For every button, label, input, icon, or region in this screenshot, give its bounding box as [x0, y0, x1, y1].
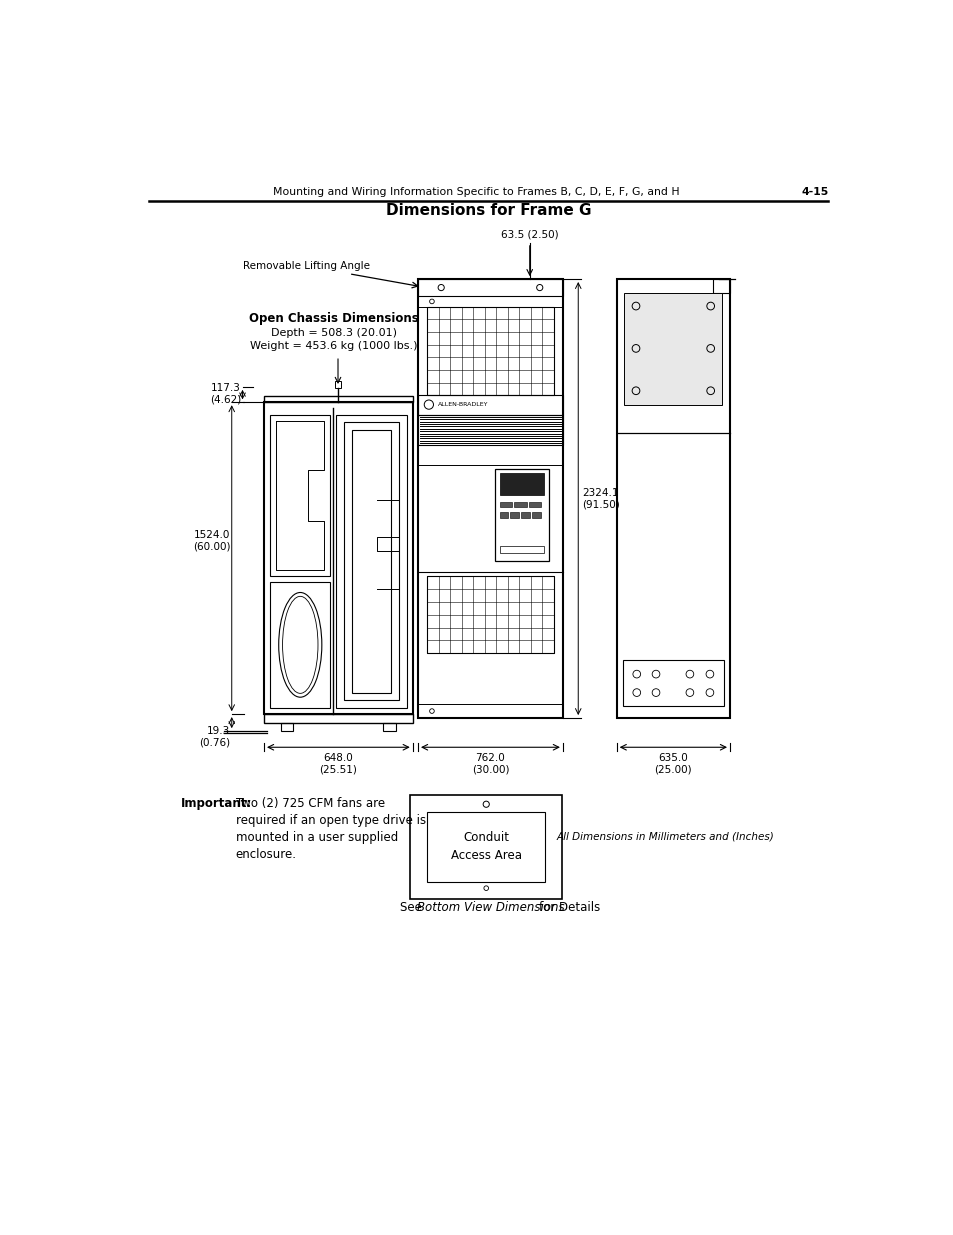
Bar [335, 380, 341, 389]
Bar [514, 501, 526, 508]
Text: Conduit
Access Area: Conduit Access Area [450, 831, 521, 862]
Bar [410, 795, 561, 899]
Bar [417, 415, 562, 446]
Bar [417, 279, 562, 718]
Bar [520, 513, 529, 517]
Text: Mounting and Wiring Information Specific to Frames B, C, D, E, F, G, and H: Mounting and Wiring Information Specific… [273, 186, 679, 196]
Bar [264, 396, 413, 403]
Bar [427, 306, 553, 395]
Bar [264, 714, 413, 724]
Bar [427, 577, 553, 653]
Text: Important:: Important: [181, 798, 252, 810]
Bar [499, 501, 512, 508]
Bar [417, 279, 562, 296]
Bar [528, 501, 540, 508]
Bar [499, 546, 544, 553]
Bar [270, 583, 330, 708]
Text: 63.5 (2.50): 63.5 (2.50) [500, 228, 558, 240]
Bar [499, 513, 508, 517]
Text: Dimensions for Frame G: Dimensions for Frame G [386, 203, 591, 217]
Text: 635.0
(25.00): 635.0 (25.00) [654, 752, 692, 774]
Text: Two (2) 725 CFM fans are
required if an open type drive is
mounted in a user sup: Two (2) 725 CFM fans are required if an … [235, 798, 425, 861]
Bar [270, 415, 330, 577]
Text: 19.3
(0.76): 19.3 (0.76) [199, 726, 230, 747]
Bar [417, 395, 562, 415]
Text: ALLEN-BRADLEY: ALLEN-BRADLEY [437, 403, 488, 408]
Bar [336, 415, 406, 708]
Text: 648.0
(25.51): 648.0 (25.51) [319, 752, 357, 774]
Text: Removable Lifting Angle: Removable Lifting Angle [243, 262, 370, 272]
Bar [712, 279, 729, 293]
Text: All Dimensions in Millimeters and (Inches): All Dimensions in Millimeters and (Inche… [557, 831, 774, 841]
Text: Weight = 453.6 kg (1000 lbs.): Weight = 453.6 kg (1000 lbs.) [250, 341, 417, 351]
Bar [499, 473, 544, 495]
Text: 1524.0
(60.00): 1524.0 (60.00) [193, 530, 230, 552]
Bar [495, 468, 548, 561]
Bar [344, 422, 398, 700]
Bar [264, 403, 413, 714]
Bar [532, 513, 540, 517]
Bar [352, 430, 391, 693]
Bar [417, 704, 562, 718]
Bar [510, 513, 518, 517]
Bar [622, 661, 723, 706]
Text: 117.3
(4.62): 117.3 (4.62) [210, 383, 241, 405]
Text: See: See [400, 902, 426, 914]
Bar [427, 811, 544, 882]
Bar [281, 724, 293, 731]
Bar [417, 296, 562, 306]
Text: 762.0
(30.00): 762.0 (30.00) [471, 752, 509, 774]
Bar [616, 279, 729, 718]
Text: Depth = 508.3 (20.01): Depth = 508.3 (20.01) [271, 329, 396, 338]
Text: 2324.1
(91.50): 2324.1 (91.50) [581, 488, 619, 509]
Bar [383, 724, 395, 731]
Text: 4-15: 4-15 [801, 186, 827, 196]
Text: Open Chassis Dimensions: Open Chassis Dimensions [249, 312, 418, 325]
Text: Bottom View Dimensions: Bottom View Dimensions [416, 902, 564, 914]
Bar [624, 293, 721, 405]
Text: for Details: for Details [523, 902, 599, 914]
